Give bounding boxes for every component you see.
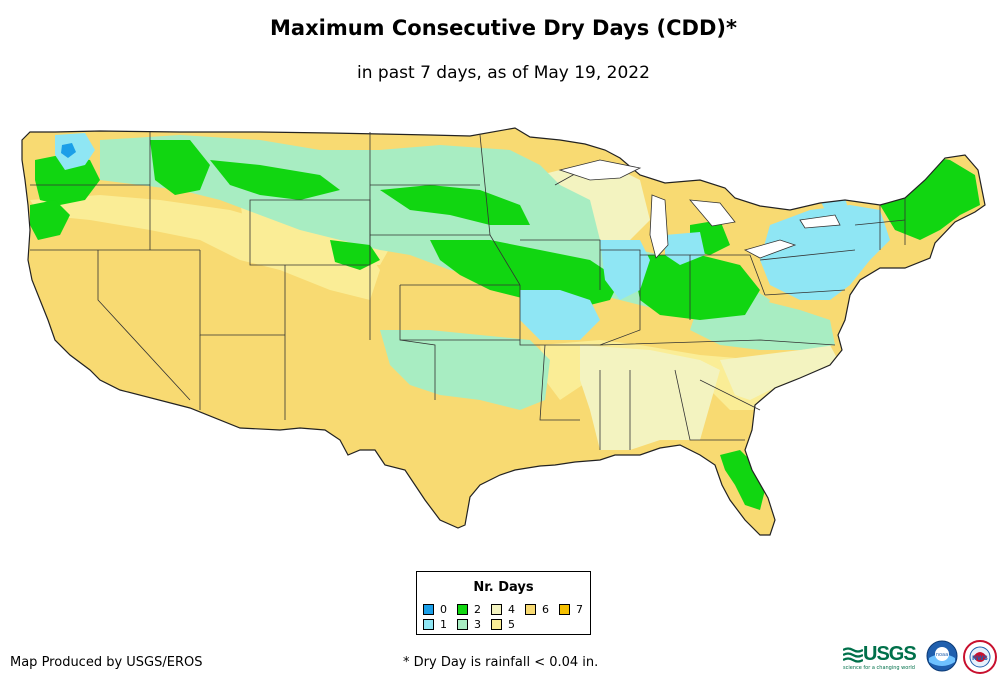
noaa-logo: noaa	[926, 640, 958, 672]
legend-swatch-3	[457, 619, 468, 630]
great-lakes	[558, 159, 841, 259]
lake-ontario	[799, 214, 841, 229]
legend-label-3: 3	[474, 618, 481, 631]
noaa-wordmark: noaa	[936, 652, 948, 658]
region-5-days-west	[30, 195, 380, 300]
region-1-day-illinois	[600, 240, 650, 300]
lake-michigan	[649, 194, 669, 259]
region-2-days-montana	[210, 160, 340, 200]
legend-label-6: 6	[542, 603, 549, 616]
cdd-regions	[22, 128, 985, 535]
state-boundaries	[30, 132, 906, 450]
legend-label-5: 5	[508, 618, 515, 631]
legend-label-7: 7	[576, 603, 583, 616]
region-2-days-ohio-valley	[635, 255, 760, 320]
legend-swatch-5	[491, 619, 502, 630]
legend-item-7: 7	[559, 603, 583, 616]
lake-erie	[743, 239, 797, 259]
lake-huron	[689, 199, 736, 227]
usgs-wordmark: USGS	[863, 643, 917, 665]
legend-swatch-1	[423, 619, 434, 630]
credit-text: Map Produced by USGS/EROS	[10, 655, 203, 670]
region-3-days-oklahoma	[380, 330, 550, 410]
footnote-text: * Dry Day is rainfall < 0.04 in.	[403, 655, 599, 670]
legend-box: Nr. Days 0 1 2 3 4 5 6 7	[416, 571, 591, 635]
region-1-day-missouri	[520, 290, 600, 340]
nws-wordmark: NWS	[972, 655, 988, 662]
region-2-days-idaho	[150, 140, 210, 195]
region-1-day-indiana	[665, 232, 705, 265]
usgs-wave-icon	[843, 647, 863, 663]
legend-title: Nr. Days	[473, 580, 534, 595]
legend-swatch-4	[491, 604, 502, 615]
legend-item-1: 1	[423, 618, 447, 631]
usgs-logo: USGS science for a changing world	[843, 643, 921, 673]
legend-swatch-0	[423, 604, 434, 615]
legend-item-3: 3	[457, 618, 481, 631]
legend-swatch-6	[525, 604, 536, 615]
region-1-day-northeast	[760, 205, 890, 300]
region-4-days-wisconsin	[540, 160, 650, 240]
legend-swatch-2	[457, 604, 468, 615]
us-outline	[21, 127, 986, 536]
region-2-days-colorado	[330, 240, 380, 270]
legend-label-2: 2	[474, 603, 481, 616]
legend-swatch-7	[559, 604, 570, 615]
legend-item-6: 6	[525, 603, 549, 616]
nws-logo: NWS	[963, 640, 997, 674]
usgs-tagline: science for a changing world	[843, 665, 915, 671]
region-2-days-dakotas	[380, 185, 530, 225]
legend-item-5: 5	[491, 618, 515, 631]
region-4-days-southeast	[580, 345, 720, 450]
region-2-days-oregon-coast	[30, 200, 70, 240]
region-2-days-washington	[35, 155, 100, 205]
legend-item-2: 2	[457, 603, 481, 616]
map-title: Maximum Consecutive Dry Days (CDD)*	[270, 16, 737, 40]
region-4-days-carolinas	[720, 345, 838, 400]
legend-item-4: 4	[491, 603, 515, 616]
lake-superior	[558, 159, 642, 181]
legend-item-0: 0	[423, 603, 447, 616]
map-subtitle: in past 7 days, as of May 19, 2022	[357, 63, 650, 83]
legend-label-4: 4	[508, 603, 515, 616]
region-0-days-puget	[61, 143, 76, 158]
region-1-day-vermont	[820, 198, 850, 220]
region-2-days-plains	[430, 240, 620, 310]
legend-label-1: 1	[440, 618, 447, 631]
legend-label-0: 0	[440, 603, 447, 616]
